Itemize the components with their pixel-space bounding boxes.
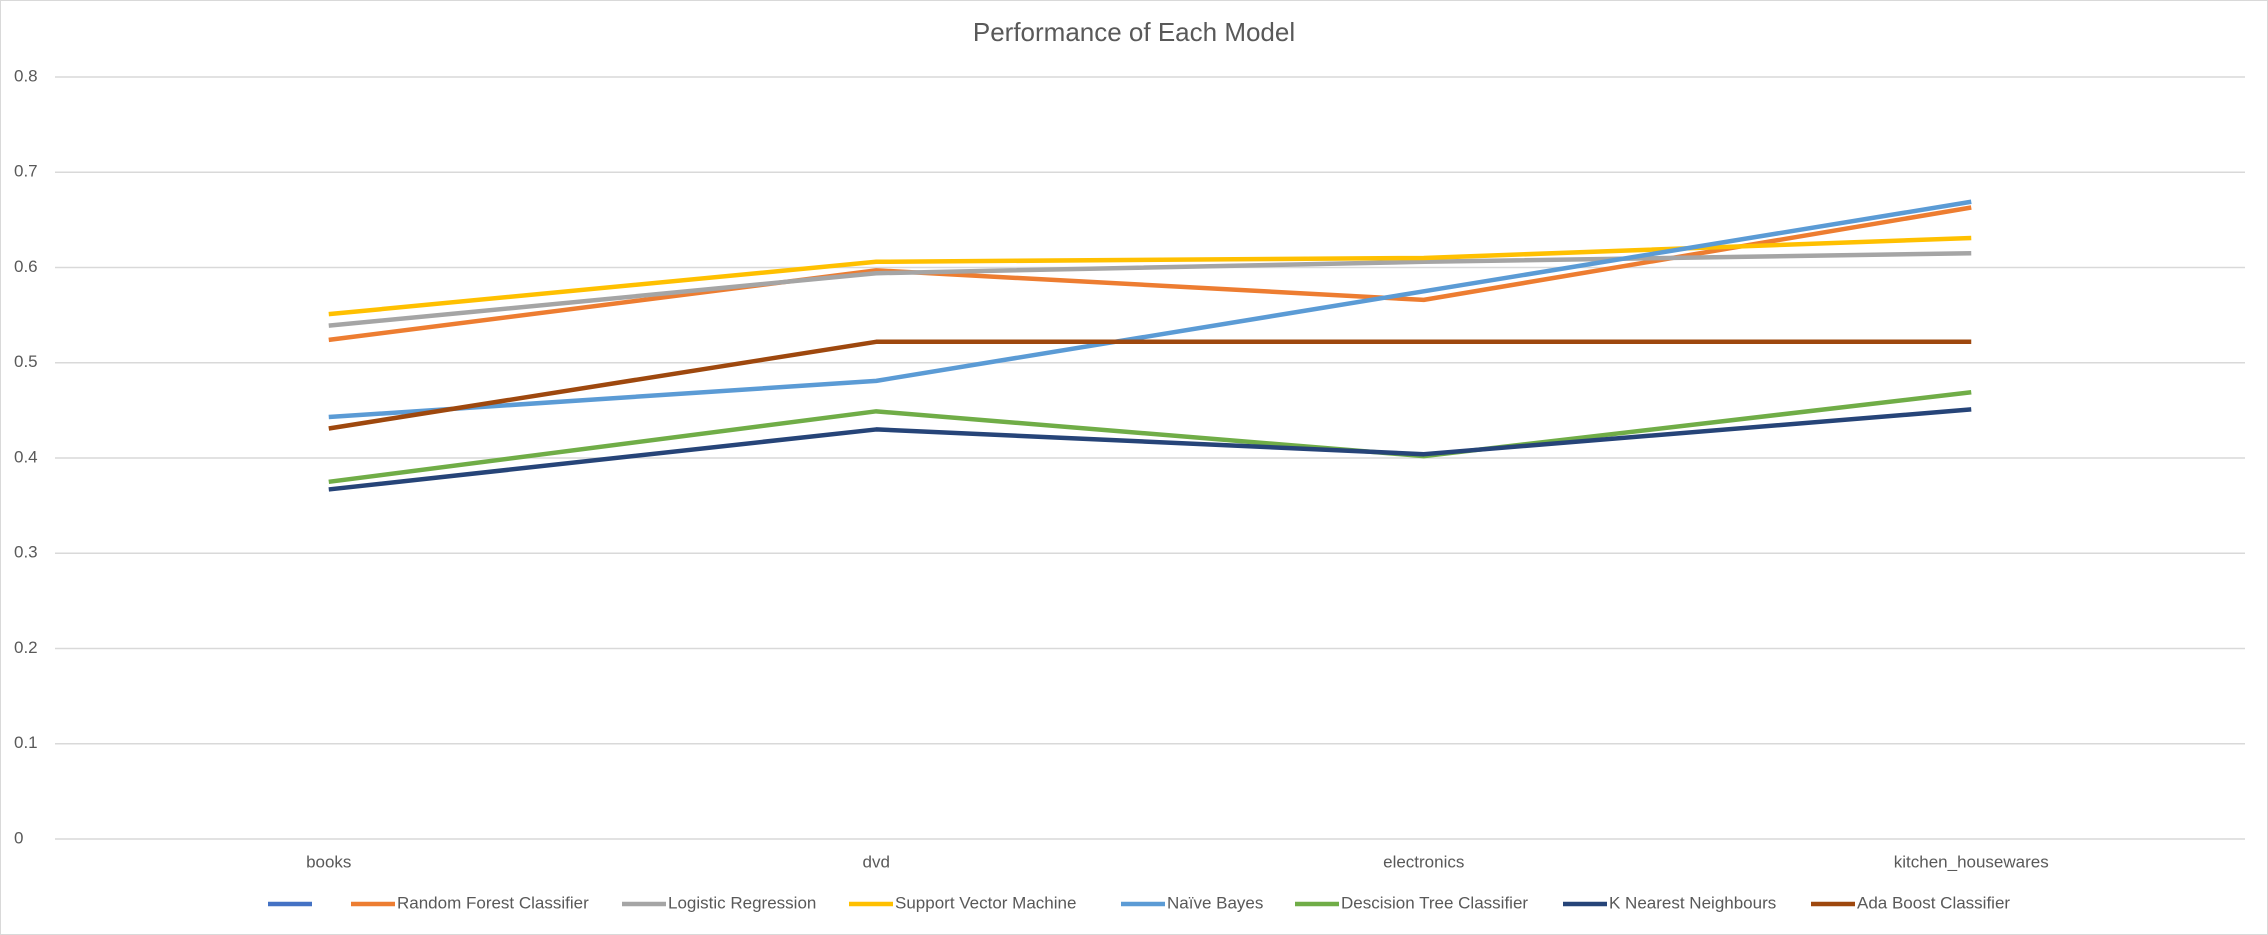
series-line bbox=[328, 390, 1972, 485]
y-tick-label: 0.7 bbox=[14, 162, 38, 181]
y-tick-label: 0.4 bbox=[14, 447, 38, 466]
x-tick-label: dvd bbox=[863, 852, 890, 871]
legend-label: Logistic Regression bbox=[668, 893, 816, 912]
series-line bbox=[328, 407, 1972, 492]
legend-label: Descision Tree Classifier bbox=[1341, 893, 1528, 912]
y-tick-label: 0.1 bbox=[14, 733, 38, 752]
legend-label: Support Vector Machine bbox=[895, 893, 1076, 912]
y-tick-label: 0.2 bbox=[14, 638, 38, 657]
y-tick-label: 0.6 bbox=[14, 257, 38, 276]
y-tick-label: 0.5 bbox=[14, 352, 38, 371]
legend-label: Naïve Bayes bbox=[1167, 893, 1263, 912]
series-line bbox=[328, 250, 1972, 328]
chart-title: Performance of Each Model bbox=[973, 17, 1295, 47]
y-tick-label: 0.8 bbox=[14, 66, 38, 85]
y-tick-label: 0 bbox=[14, 828, 23, 847]
series-line bbox=[328, 199, 1972, 420]
y-tick-label: 0.3 bbox=[14, 543, 38, 562]
series-line bbox=[328, 339, 1972, 431]
series-line bbox=[328, 205, 1972, 343]
legend-label: Ada Boost Classifier bbox=[1857, 893, 2010, 912]
legend-label: K Nearest Neighbours bbox=[1609, 893, 1776, 912]
x-tick-label: kitchen_housewares bbox=[1894, 852, 2049, 871]
x-tick-label: books bbox=[306, 852, 351, 871]
legend-label: Random Forest Classifier bbox=[397, 893, 589, 912]
x-tick-label: electronics bbox=[1383, 852, 1464, 871]
